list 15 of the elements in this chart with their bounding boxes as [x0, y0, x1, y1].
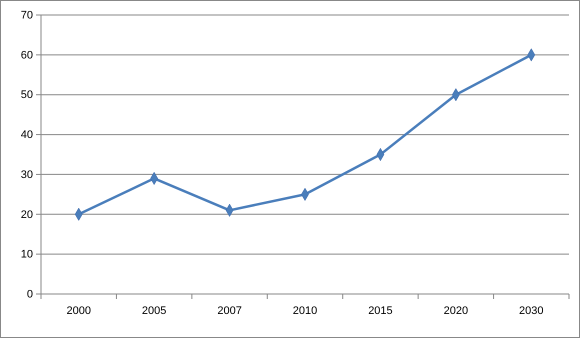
- y-tick-label: 30: [20, 168, 33, 181]
- x-tick-label: 2005: [142, 304, 166, 317]
- y-tick-label: 0: [26, 288, 33, 301]
- x-tick-label: 2030: [519, 304, 544, 317]
- y-tick-label: 60: [20, 49, 33, 62]
- x-tick-label: 2007: [217, 304, 242, 317]
- x-tick-label: 2020: [444, 304, 468, 317]
- x-tick-label: 2010: [292, 304, 318, 317]
- x-tick-label: 2000: [66, 304, 91, 317]
- y-tick-label: 70: [20, 10, 33, 22]
- x-tick-label: 2015: [368, 304, 393, 317]
- y-tick-label: 50: [20, 89, 33, 102]
- y-tick-label: 10: [20, 248, 33, 261]
- y-tick-label: 20: [20, 208, 33, 221]
- y-tick-label: 40: [20, 129, 33, 142]
